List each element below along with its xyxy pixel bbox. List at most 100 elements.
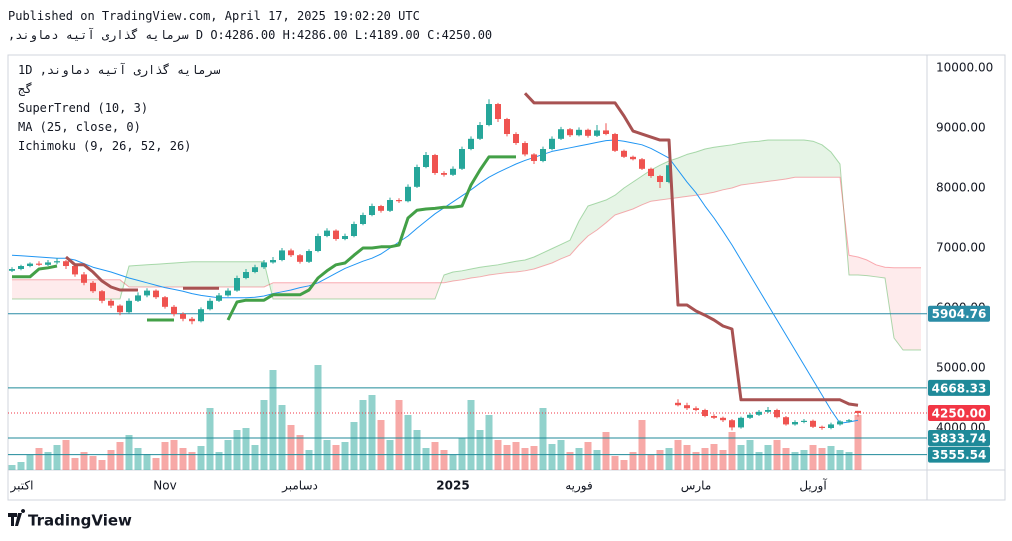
cloud-fill — [318, 282, 327, 300]
cloud-fill — [129, 265, 138, 288]
volume-bar — [125, 435, 133, 470]
cloud-fill — [273, 282, 282, 300]
interval: D — [195, 28, 204, 42]
legend-entry: MA (25, close, 0) — [18, 120, 141, 134]
candle-body — [459, 149, 465, 169]
plot-area — [8, 92, 927, 470]
volume-bar — [629, 452, 637, 470]
cloud-fill — [372, 282, 381, 300]
candle-body — [747, 414, 753, 418]
candle-body — [531, 154, 537, 162]
cloud-fill — [723, 144, 732, 190]
y-tick-label: 9000.00 — [936, 121, 986, 135]
legend-symbol: 1D سرمایه گذاری آتیه دماوند, — [18, 61, 220, 80]
candle-body — [261, 262, 267, 268]
volume-bar — [467, 400, 475, 470]
candle-body — [711, 416, 717, 418]
cloud-fill — [732, 143, 741, 189]
legend-entry: SuperTrend (10, 3) — [18, 101, 149, 115]
cloud-fill — [201, 261, 210, 288]
candle-body — [477, 125, 483, 139]
candle-body — [765, 410, 771, 412]
candle-body — [810, 420, 816, 427]
candle-body — [360, 215, 366, 225]
volume-bar — [827, 446, 835, 470]
volume-bar — [242, 428, 250, 470]
candle-body — [405, 186, 411, 202]
cloud-fill — [768, 140, 777, 182]
volume-bar — [215, 452, 223, 470]
cloud-fill — [417, 282, 426, 300]
cloud-fill — [777, 140, 786, 181]
candle-body — [108, 300, 114, 306]
candle-body — [576, 129, 582, 136]
cloud-fill — [813, 141, 822, 178]
cloud-fill — [219, 261, 228, 288]
cloud-fill — [156, 263, 165, 288]
volume-bar — [197, 446, 205, 470]
candle-body — [45, 262, 51, 265]
candle-body — [684, 405, 690, 409]
volume-bar — [665, 448, 673, 470]
cloud-fill — [516, 260, 525, 273]
candle-body — [504, 119, 510, 135]
candle-body — [72, 266, 78, 275]
volume-bar — [620, 460, 628, 470]
volume-bar — [719, 450, 727, 470]
candle-body — [837, 421, 843, 425]
cloud-fill — [525, 257, 534, 271]
candle-body — [36, 263, 42, 265]
cloud-fill — [435, 275, 444, 300]
candle-body — [63, 261, 69, 267]
candle-body — [270, 260, 276, 263]
candle-body — [720, 417, 726, 421]
cloud-fill — [543, 248, 552, 267]
cloud-fill — [381, 282, 390, 300]
candle-body — [693, 408, 699, 411]
volume-bar — [476, 430, 484, 470]
cloud-fill — [903, 267, 912, 351]
cloud-fill — [885, 267, 894, 339]
candle-body — [558, 129, 564, 139]
candle-body — [675, 402, 681, 406]
volume-bar — [539, 408, 547, 470]
candle-body — [423, 155, 429, 168]
volume-bar — [89, 456, 97, 470]
candle-body — [153, 290, 159, 298]
candle-body — [297, 255, 303, 262]
cloud-fill — [138, 264, 147, 288]
volume-bar — [305, 450, 313, 470]
volume-bar — [413, 430, 421, 470]
cloud-fill — [66, 279, 75, 300]
volume-bar — [584, 442, 592, 470]
x-tick-label: Nov — [153, 479, 176, 493]
candle-body — [495, 104, 501, 120]
x-tick-label: آوریل — [799, 478, 827, 494]
candle-body — [90, 282, 96, 292]
cloud-fill — [858, 257, 867, 276]
volume-bar — [737, 445, 745, 470]
volume-bar — [764, 445, 772, 470]
volume-bar — [26, 455, 34, 470]
candle-body — [657, 176, 663, 183]
volume-bar — [188, 452, 196, 470]
volume-bar — [341, 442, 349, 470]
volume-bar — [269, 370, 277, 470]
volume-bar — [602, 432, 610, 470]
cloud-fill — [507, 261, 516, 273]
legend-exchange: گج — [18, 82, 33, 96]
volume-bar — [575, 448, 583, 470]
volume-bar — [152, 458, 160, 470]
cloud-fill — [597, 200, 606, 231]
y-tick-label: 10000.00 — [936, 61, 993, 75]
ohlc-low: L:4189.00 — [354, 28, 420, 42]
candle-body — [27, 263, 33, 267]
volume-bar — [728, 432, 736, 470]
volume-bar — [647, 455, 655, 470]
candle-body — [144, 290, 150, 296]
cloud-fill — [408, 282, 417, 300]
cloud-fill — [795, 140, 804, 178]
symbol-line: سرمایه گذاری آتیه دماوند, D O:4286.00 H:… — [8, 28, 492, 42]
legend-entry: Ichimoku (9, 26, 52, 26) — [18, 139, 192, 153]
